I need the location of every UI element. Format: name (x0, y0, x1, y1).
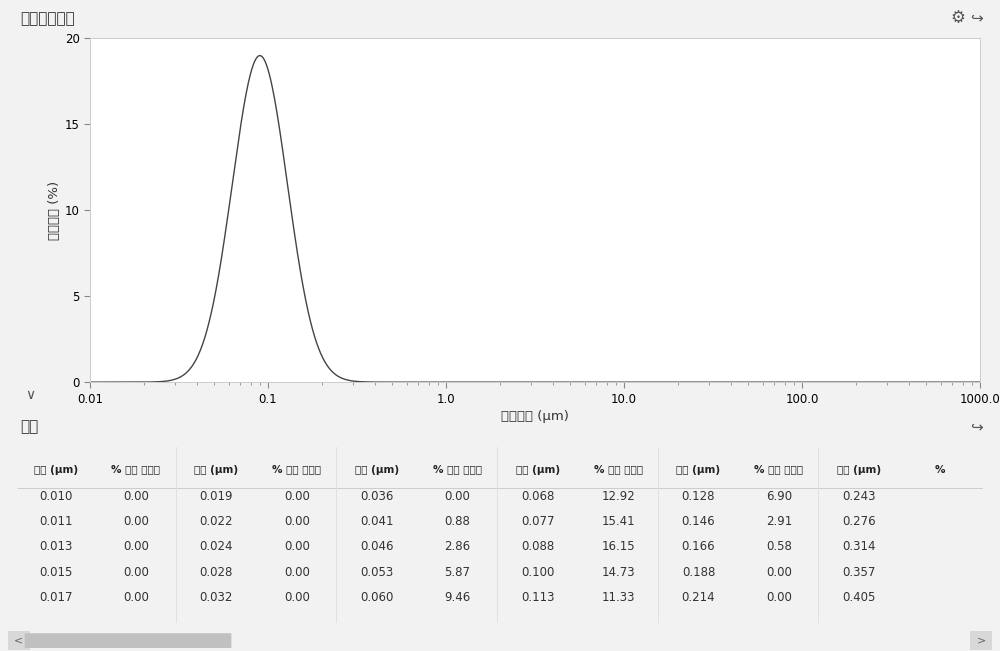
Text: 0.068: 0.068 (521, 490, 554, 503)
Text: 0.028: 0.028 (200, 566, 233, 579)
Text: 2.91: 2.91 (766, 515, 792, 528)
Text: 0.010: 0.010 (39, 490, 72, 503)
Text: 0.166: 0.166 (682, 540, 715, 553)
FancyBboxPatch shape (970, 631, 992, 650)
Text: 0.276: 0.276 (842, 515, 876, 528)
Text: 0.88: 0.88 (444, 515, 470, 528)
Text: 0.041: 0.041 (360, 515, 394, 528)
Text: 0.032: 0.032 (200, 591, 233, 604)
Text: ↪: ↪ (970, 10, 983, 26)
Text: %: % (934, 465, 945, 475)
Text: 0.00: 0.00 (123, 490, 149, 503)
Text: 0.00: 0.00 (284, 515, 310, 528)
Text: % 体积 范围内: % 体积 范围内 (754, 465, 803, 475)
Text: 6.90: 6.90 (766, 490, 792, 503)
Text: 0.00: 0.00 (284, 566, 310, 579)
Text: ∨: ∨ (25, 387, 36, 402)
Text: 0.036: 0.036 (360, 490, 394, 503)
Text: 0.00: 0.00 (444, 490, 470, 503)
Text: 0.00: 0.00 (123, 540, 149, 553)
Text: 12.92: 12.92 (601, 490, 635, 503)
FancyBboxPatch shape (8, 631, 30, 650)
Text: 粒度 (μm): 粒度 (μm) (516, 465, 560, 475)
Text: 粒度 (μm): 粒度 (μm) (676, 465, 721, 475)
Text: 0.046: 0.046 (360, 540, 394, 553)
Y-axis label: 体积密度 (%): 体积密度 (%) (48, 181, 61, 240)
Text: >: > (977, 635, 986, 646)
Text: 0.024: 0.024 (200, 540, 233, 553)
Text: 0.022: 0.022 (200, 515, 233, 528)
Text: 0.00: 0.00 (766, 566, 792, 579)
Text: <: < (14, 635, 23, 646)
Text: 粒度 (μm): 粒度 (μm) (355, 465, 399, 475)
Text: 粒度 (μm): 粒度 (μm) (837, 465, 881, 475)
Text: 0.00: 0.00 (284, 540, 310, 553)
Text: 0.146: 0.146 (682, 515, 715, 528)
Text: 0.00: 0.00 (123, 591, 149, 604)
Text: 2.86: 2.86 (444, 540, 470, 553)
FancyBboxPatch shape (25, 633, 231, 648)
Text: 频率（兼容）: 频率（兼容） (20, 10, 75, 26)
Text: 0.113: 0.113 (521, 591, 555, 604)
Text: 14.73: 14.73 (601, 566, 635, 579)
Text: ⚙: ⚙ (950, 9, 965, 27)
Text: 5.87: 5.87 (444, 566, 470, 579)
Text: 9.46: 9.46 (444, 591, 471, 604)
Text: % 体积 范围内: % 体积 范围内 (594, 465, 643, 475)
X-axis label: 粒度分级 (μm): 粒度分级 (μm) (501, 409, 569, 422)
Text: 0.00: 0.00 (766, 591, 792, 604)
Text: 结果: 结果 (20, 419, 38, 434)
Text: 0.011: 0.011 (39, 515, 72, 528)
Text: 0.58: 0.58 (766, 540, 792, 553)
Text: 0.013: 0.013 (39, 540, 72, 553)
Text: 0.015: 0.015 (39, 566, 72, 579)
Text: ↪: ↪ (970, 419, 983, 434)
Text: 粒度 (μm): 粒度 (μm) (194, 465, 238, 475)
Text: 0.053: 0.053 (360, 566, 394, 579)
Text: 0.188: 0.188 (682, 566, 715, 579)
Text: % 体积 范围内: % 体积 范围内 (272, 465, 321, 475)
Text: 0.019: 0.019 (200, 490, 233, 503)
Text: 0.017: 0.017 (39, 591, 72, 604)
Text: 粒度 (μm): 粒度 (μm) (34, 465, 78, 475)
Text: 0.00: 0.00 (123, 515, 149, 528)
Text: 0.00: 0.00 (284, 490, 310, 503)
Text: 0.357: 0.357 (843, 566, 876, 579)
Text: 0.128: 0.128 (682, 490, 715, 503)
Text: 0.00: 0.00 (123, 566, 149, 579)
Text: 0.405: 0.405 (843, 591, 876, 604)
Text: 0.314: 0.314 (842, 540, 876, 553)
Text: 0.214: 0.214 (682, 591, 715, 604)
Text: 0.00: 0.00 (284, 591, 310, 604)
Text: 0.088: 0.088 (521, 540, 554, 553)
Text: 0.100: 0.100 (521, 566, 554, 579)
Text: 11.33: 11.33 (601, 591, 635, 604)
Text: % 体积 范围内: % 体积 范围内 (433, 465, 482, 475)
Text: % 体积 范围内: % 体积 范围内 (111, 465, 160, 475)
Text: 0.077: 0.077 (521, 515, 555, 528)
Text: 0.060: 0.060 (360, 591, 394, 604)
Text: 0.243: 0.243 (842, 490, 876, 503)
Text: 15.41: 15.41 (601, 515, 635, 528)
Text: 16.15: 16.15 (601, 540, 635, 553)
